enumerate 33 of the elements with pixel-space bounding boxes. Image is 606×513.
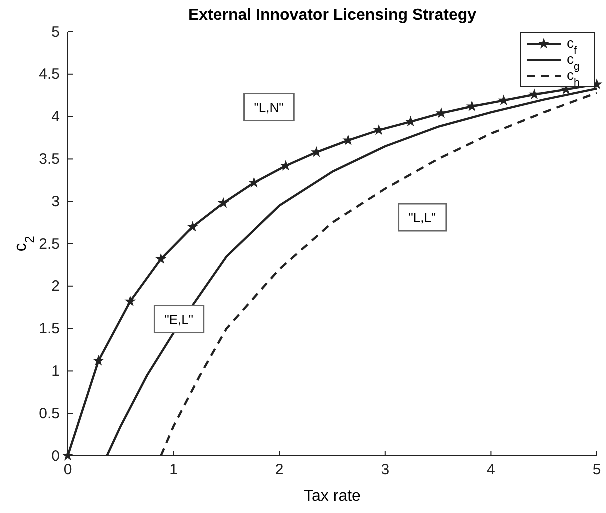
x-tick-label: 5 [592,462,602,479]
point [280,160,292,171]
y-tick-label: 3.5 [39,151,60,168]
y-tick-label: 4 [52,108,60,126]
y-tick-label: 0.5 [39,405,60,422]
y-tick-label: 1.5 [39,320,60,338]
point [218,197,230,208]
x-tick-label: 3 [381,462,390,479]
y-tick-label: 5 [52,24,60,41]
x-tick-label: 0 [64,462,72,479]
point [155,253,167,264]
point [498,94,510,106]
annotation: "L,L" [408,210,436,225]
x-tick-label: 2 [275,462,284,479]
point [93,355,104,366]
point [62,450,74,461]
point [528,88,540,100]
y-tick-label: 0 [52,448,60,465]
point [466,100,478,112]
y-tick-label: 2.5 [39,236,60,253]
y-tick-label: 3 [52,193,60,210]
point [124,296,136,306]
chart-title: External Innovator Licensing Strategy [188,7,477,24]
x-tick-label: 1 [170,462,178,479]
y-tick-label: 1 [52,363,60,380]
point [248,176,260,188]
y-tick-label: 2 [52,278,60,296]
annotation: "E,L" [164,312,194,327]
annotation: "L,N" [254,100,284,115]
point [187,221,199,232]
x-tick-label: 4 [487,462,496,479]
x-axis-title: Tax rate [304,488,362,505]
y-tick-label: 4.5 [39,66,60,84]
